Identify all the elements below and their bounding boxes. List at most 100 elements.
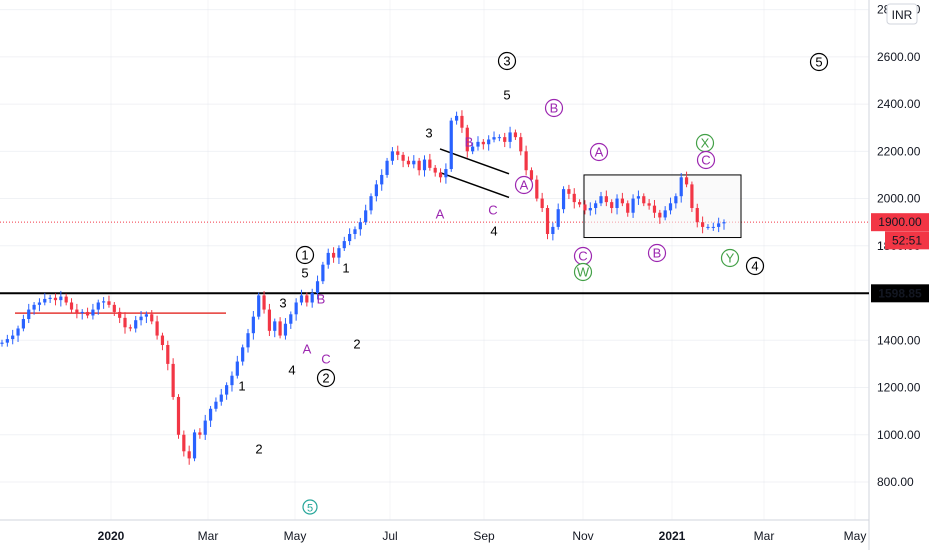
wave-label-text: 5 [301,266,308,281]
wave-label-text: 5 [307,503,313,515]
wave-label: C [696,150,716,170]
wave-label-text: Y [726,251,735,266]
candle-body [198,432,202,435]
candle-body [604,196,608,203]
candle-body [524,151,528,171]
candle-body [668,203,673,211]
candle-body [85,311,90,316]
candle-body [144,314,148,317]
wave-label: B [647,243,667,263]
candle-body [695,208,699,223]
candle-body [540,198,544,209]
last-price-label: 1900.00 [878,215,922,229]
candle-body [267,309,272,331]
wave-label: 5 [301,266,308,281]
candle-body [37,302,42,305]
wave-label-text: X [701,136,710,151]
wave-circle [647,243,667,263]
price-tick-label: 2400.00 [877,97,921,111]
candle-body [326,252,330,265]
candle-body [674,196,678,204]
candle-body [102,301,106,303]
candle-body [315,281,320,294]
candle-body [203,420,207,435]
candle-body [192,432,197,459]
candle-body [5,339,9,343]
candle-body [647,203,651,206]
candle-body [390,151,395,161]
wave-circle [497,51,517,71]
candle-body [631,198,635,213]
candle-body [289,314,293,324]
candle-body [481,141,485,145]
wave-label-text: 3 [279,296,286,311]
candle-body [476,141,480,147]
wave-label-text: 4 [288,363,295,378]
price-tick-label: 800.00 [877,475,914,489]
candle-body [214,401,218,409]
time-tick-label: 2021 [659,529,686,543]
wave-label-text: 5 [815,55,822,70]
time-tick-label: Jul [382,529,397,543]
currency-badge-text: INR [892,8,913,22]
wave-label-text: C [578,249,587,264]
candle-body [620,198,624,204]
candle-body [134,320,138,329]
candle-body [513,132,518,138]
wave-label-text: 4 [490,224,497,239]
candle-body [257,295,261,317]
candle-body [401,154,405,161]
candle-body [64,296,68,303]
candle-body [508,132,512,142]
wave-label: A [514,175,534,195]
candle-body [155,321,159,336]
wave-label-text: B [317,292,326,307]
wave-label-text: 3 [425,126,432,141]
time-tick-label: 2020 [98,529,125,543]
wave-label: 2 [316,368,336,388]
wave-label: C [573,246,593,266]
candle-body [487,139,491,145]
time-tick-label: Mar [754,529,775,543]
candle-body [208,408,213,421]
countdown-label: 52:51 [892,233,922,247]
candle-body [412,160,416,165]
wave-label-text: C [701,153,710,168]
price-tick-label: 2000.00 [877,192,921,206]
candle-body [91,309,95,316]
candle-body [27,309,31,320]
candle-body [471,146,475,152]
candle-body [535,179,539,199]
wave-label-text: B [465,135,474,150]
wave-circle [302,499,318,515]
gridlines [0,0,869,520]
wave-label: 3 [425,126,432,141]
wave-circle [316,368,336,388]
candle-body [16,328,20,336]
candle-body [679,177,683,197]
wave-circle [573,262,593,282]
candle-body [48,297,52,299]
candle-body [572,193,576,203]
candle-body [374,184,378,197]
time-tick-label: Mar [198,529,219,543]
candle-body [364,210,368,223]
candle-body [652,205,657,213]
wave-circle [696,150,716,170]
wave-label: A [436,207,445,222]
price-tick-label: 1200.00 [877,381,921,395]
time-tick-label: May [284,529,307,543]
candle-body [123,317,127,328]
wave-label-text: 3 [503,54,510,69]
price-tick-label: 1000.00 [877,428,921,442]
candle-body [722,222,726,224]
currency-badge[interactable]: INR [886,3,918,25]
wave-label-text: W [577,265,590,280]
candle-body [556,209,560,227]
candle-body [107,301,111,305]
wave-label-text: B [653,246,662,261]
candle-body [588,208,592,211]
candle-body [642,196,646,204]
